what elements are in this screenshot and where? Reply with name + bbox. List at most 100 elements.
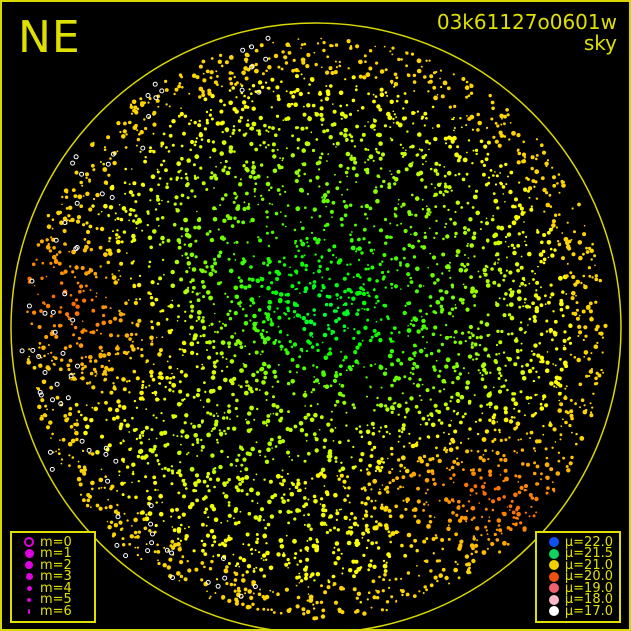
star-mark (141, 380, 145, 384)
observation-header: 03k61127o0601w sky (437, 12, 617, 54)
star-mark (452, 135, 457, 141)
star-mark (257, 132, 262, 136)
star-mark (345, 369, 348, 372)
star-mark (63, 242, 67, 246)
star-mark (129, 277, 132, 280)
brightness-dot-icon (548, 594, 559, 605)
star-mark (303, 480, 308, 485)
star-mark (357, 342, 362, 347)
star-mark (364, 161, 367, 164)
star-mark (266, 257, 271, 261)
star-mark (389, 126, 392, 129)
star-mark (36, 243, 41, 247)
star-mark (326, 91, 331, 97)
star-mark (47, 449, 53, 455)
star-mark (426, 524, 431, 529)
star-mark (128, 190, 133, 195)
star-mark (168, 124, 172, 128)
star-mark (499, 473, 502, 476)
star-mark (488, 401, 493, 407)
star-mark (306, 412, 311, 417)
star-mark (197, 389, 200, 392)
star-mark (290, 102, 294, 106)
star-mark (272, 369, 277, 375)
star-mark (235, 458, 239, 463)
star-mark (336, 297, 339, 300)
star-mark (381, 589, 385, 593)
star-mark (401, 475, 406, 480)
star-mark (177, 469, 181, 473)
star-mark (532, 447, 536, 450)
star-mark (149, 296, 154, 300)
star-mark (302, 112, 307, 117)
star-mark (375, 279, 379, 283)
star-mark (208, 477, 213, 481)
star-mark (230, 335, 235, 339)
star-mark (245, 451, 250, 456)
star-mark (374, 469, 377, 473)
star-mark (528, 317, 532, 321)
star-mark (183, 398, 186, 401)
star-mark (488, 498, 491, 501)
star-mark (303, 576, 308, 581)
star-mark (405, 149, 407, 152)
star-mark (429, 583, 434, 588)
star-mark (418, 574, 421, 577)
star-mark (279, 329, 282, 332)
star-mark (65, 395, 71, 401)
star-mark (313, 412, 318, 418)
star-mark (469, 275, 473, 279)
star-mark (465, 380, 471, 385)
star-mark (314, 62, 318, 67)
star-mark (346, 540, 352, 546)
star-mark (219, 326, 223, 330)
star-mark (421, 383, 424, 386)
star-mark (218, 464, 223, 470)
star-mark (114, 212, 117, 215)
star-mark (463, 230, 468, 235)
star-mark (427, 90, 430, 93)
star-mark (366, 496, 371, 501)
star-mark (158, 511, 164, 517)
star-mark (234, 193, 237, 196)
star-mark (202, 333, 206, 338)
star-mark (450, 307, 455, 311)
star-mark (67, 412, 73, 417)
star-mark (445, 264, 451, 269)
star-mark (484, 157, 489, 162)
star-mark (376, 590, 380, 594)
star-mark (521, 462, 525, 466)
star-mark (331, 44, 334, 48)
star-mark (409, 145, 412, 149)
star-mark (124, 209, 128, 213)
star-mark (540, 478, 542, 481)
star-mark (296, 563, 299, 566)
star-mark (419, 458, 425, 464)
star-mark (328, 66, 333, 71)
star-mark (108, 251, 113, 256)
star-mark (180, 107, 183, 109)
star-mark (297, 489, 301, 493)
star-mark (299, 428, 305, 433)
star-mark (218, 543, 222, 547)
star-mark (100, 390, 104, 394)
star-mark (70, 438, 76, 444)
star-mark (155, 197, 161, 202)
star-mark (88, 494, 92, 499)
star-mark (248, 88, 251, 91)
star-mark (385, 490, 390, 494)
star-mark (335, 146, 337, 148)
star-mark (542, 257, 547, 262)
star-mark (284, 587, 289, 592)
star-mark (368, 241, 371, 244)
star-mark (388, 432, 391, 435)
star-mark (447, 433, 450, 436)
star-mark (384, 241, 388, 245)
star-mark (534, 169, 540, 175)
star-mark (70, 160, 76, 166)
star-mark (412, 73, 417, 78)
star-mark (275, 236, 278, 240)
star-mark (216, 404, 219, 407)
star-mark (107, 173, 111, 177)
star-mark (350, 154, 353, 157)
